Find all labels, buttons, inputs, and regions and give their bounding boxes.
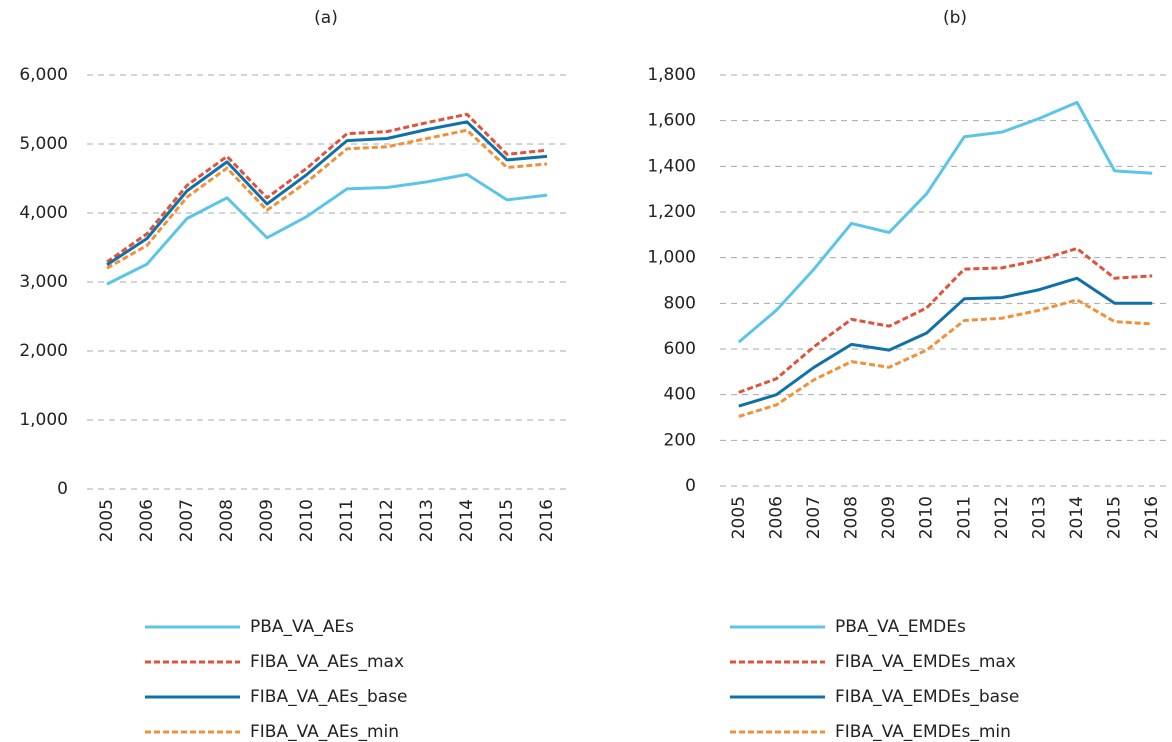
y-tick-label: 400 — [664, 385, 696, 405]
y-tick-label: 1,000 — [647, 248, 696, 268]
legend-label: FIBA_VA_AEs_min — [250, 722, 399, 742]
series-line — [738, 247, 1153, 394]
series-line — [106, 128, 548, 270]
legend-label: FIBA_VA_EMDEs_base — [835, 687, 1019, 707]
y-tick-label: 1,600 — [647, 111, 696, 131]
x-tick-label: 2013 — [1029, 496, 1049, 539]
y-tick-label: 600 — [664, 339, 696, 359]
x-tick-label: 2016 — [1142, 496, 1162, 539]
x-tick-label: 2008 — [842, 496, 862, 539]
series-line — [738, 298, 1153, 418]
x-tick-label: 2006 — [137, 499, 157, 542]
legend-label: FIBA_VA_AEs_base — [250, 687, 408, 707]
series-line — [738, 276, 1153, 408]
y-tick-label: 200 — [664, 430, 696, 450]
x-tick-label: 2006 — [766, 496, 786, 539]
x-tick-label: 2007 — [177, 499, 197, 542]
x-tick-label: 2014 — [457, 499, 477, 542]
y-tick-label: 1,200 — [647, 202, 696, 222]
x-tick-label: 2010 — [297, 499, 317, 542]
x-tick-label: 2009 — [257, 499, 277, 542]
legend-label: FIBA_VA_EMDEs_max — [835, 652, 1016, 672]
x-tick-label: 2016 — [537, 499, 557, 542]
x-tick-label: 2011 — [337, 499, 357, 542]
y-tick-label: 6,000 — [19, 65, 68, 85]
x-tick-label: 2012 — [377, 499, 397, 542]
x-tick-label: 2009 — [879, 496, 899, 539]
series-line — [737, 100, 1153, 344]
y-tick-label: 5,000 — [19, 134, 68, 154]
legend-label: FIBA_VA_EMDEs_min — [835, 722, 1011, 742]
x-tick-label: 2005 — [729, 496, 749, 539]
y-tick-label: 3,000 — [19, 272, 68, 292]
x-tick-label: 2011 — [954, 496, 974, 539]
legend-label: PBA_VA_AEs — [250, 617, 354, 637]
x-tick-label: 2010 — [917, 496, 937, 539]
x-tick-label: 2013 — [417, 499, 437, 542]
y-tick-label: 1,400 — [647, 156, 696, 176]
y-tick-label: 1,000 — [19, 410, 68, 430]
x-tick-label: 2012 — [992, 496, 1012, 539]
series-line — [106, 172, 548, 286]
y-tick-label: 800 — [664, 293, 696, 313]
y-tick-label: 2,000 — [19, 341, 68, 361]
x-tick-label: 2008 — [217, 499, 237, 542]
y-tick-label: 0 — [685, 476, 696, 496]
x-tick-label: 2015 — [1105, 496, 1125, 539]
x-tick-label: 2015 — [497, 499, 517, 542]
legend-label: PBA_VA_EMDEs — [835, 617, 966, 637]
y-tick-label: 0 — [57, 479, 68, 499]
legend-label: FIBA_VA_AEs_max — [250, 652, 404, 672]
series-line — [106, 120, 548, 267]
y-tick-label: 1,800 — [647, 65, 696, 85]
chart-title: (b) — [943, 8, 967, 28]
x-tick-label: 2007 — [804, 496, 824, 539]
x-tick-label: 2014 — [1067, 496, 1087, 539]
y-tick-label: 4,000 — [19, 203, 68, 223]
chart-title: (a) — [314, 8, 338, 28]
x-tick-label: 2005 — [97, 499, 117, 542]
series-line — [106, 112, 548, 264]
